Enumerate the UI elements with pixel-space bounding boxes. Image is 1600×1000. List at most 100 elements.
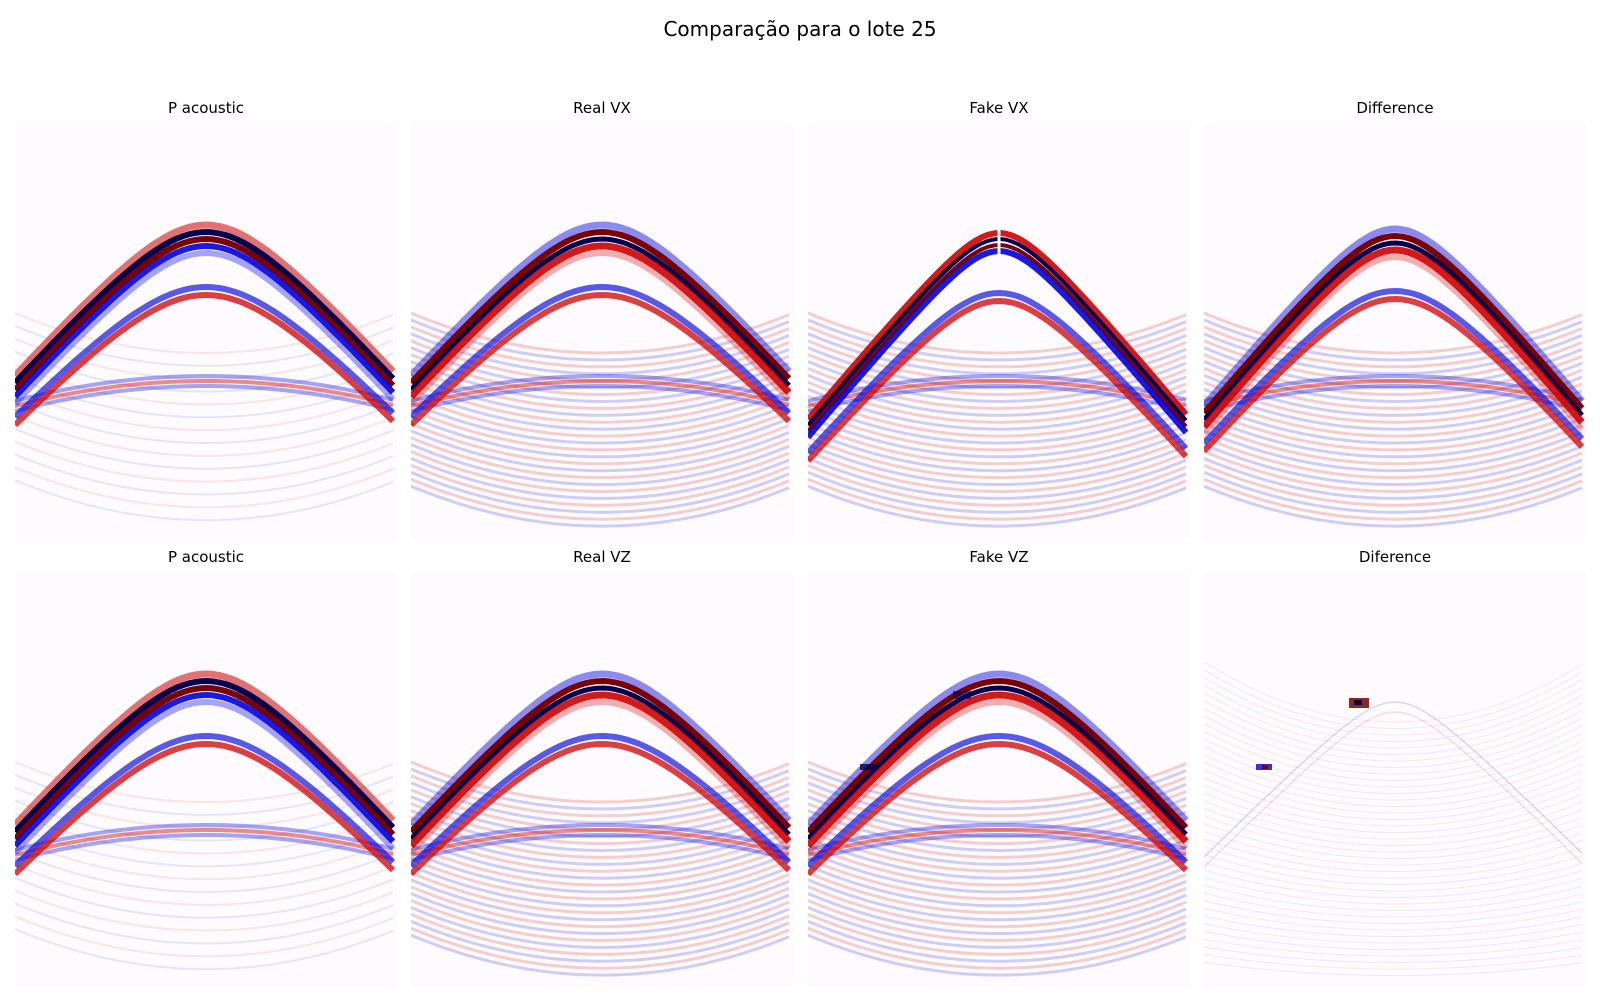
noise-line [411,429,790,473]
reflection-event [15,379,394,408]
noise-line [15,773,394,816]
noise-line [1204,692,1583,749]
noise-line [808,912,1187,956]
noise-line [1204,915,1583,937]
reflection-event [411,379,790,408]
reflection-event [15,384,394,413]
secondary-hyperbola [15,733,396,869]
noise-line [411,436,790,480]
noise-line [1204,877,1583,905]
noise-line [1204,707,1583,762]
secondary-hyperbola [15,741,396,877]
noise-line [808,311,1187,355]
seismic-image [1204,123,1586,538]
noise-line [808,809,1187,852]
secondary-hyperbola [15,284,396,420]
wavefront-band [1204,240,1584,422]
noise-line [411,829,790,873]
noise-line [808,906,1187,949]
noise-line [411,457,790,500]
wavefront-band [15,229,396,385]
noise-line [1204,436,1583,480]
wavefront-band [411,670,792,828]
noise-line [1204,661,1583,723]
noise-line [411,912,790,956]
polarity-flip [997,226,1001,256]
wavefront-band [808,230,1189,422]
noise-line [808,829,1187,873]
wavefront-band [15,250,396,406]
noise-line [411,373,790,417]
noise-line [808,436,1187,480]
noise-line [1204,470,1583,514]
noise-line [1204,861,1583,892]
noise-line [808,470,1187,514]
noise-line [411,353,790,396]
noise-line [411,477,790,521]
noise-line [1204,846,1583,879]
wavefront-band [411,229,792,385]
faint-wavefront [1204,711,1583,868]
noise-line [411,415,790,459]
noise-line [1204,807,1583,846]
panel-title: Fake VZ [969,548,1029,566]
panel-title: Real VZ [573,548,631,566]
noise-line [15,876,394,919]
noise-line [411,463,790,507]
noise-line [1204,884,1583,911]
noise-line [411,933,790,977]
noise-line [1204,815,1583,853]
noise-line [15,389,394,432]
noise-line [808,899,1187,942]
noise-line [411,878,790,922]
noise-line [411,450,790,493]
wavefront-band [15,236,396,392]
noise-line [411,470,790,514]
noise-line [15,889,394,932]
reflection-event [808,833,1187,862]
noise-line [411,401,790,445]
wavefront-band [808,243,1188,433]
panel-title: Difference [1356,99,1434,117]
noise-line [1204,429,1583,473]
noise-line [1204,792,1583,833]
noise-line [1204,387,1583,431]
noise-line [15,838,394,881]
noise-line [411,885,790,929]
noise-line [15,928,394,971]
noise-line [1204,723,1583,775]
noise-line [808,484,1187,528]
noise-line [1204,823,1583,859]
noise-line [411,774,790,818]
noise-line [15,440,394,483]
noise-line [15,863,394,906]
noise-line [1204,907,1583,931]
seismic-image [808,123,1190,538]
noise-line [15,363,394,406]
noise-line [808,457,1187,500]
reflection-event [411,374,790,403]
reflection-event [15,828,394,857]
noise-line [808,878,1187,922]
wavefront-band [808,248,1189,440]
noise-line [1204,854,1583,885]
noise-line [1204,700,1583,755]
wavefront-band [808,685,1188,841]
noise-line [808,926,1187,970]
noise-line [411,906,790,949]
noise-line [15,466,394,509]
seismic-image [808,572,1190,987]
noise-line [15,324,394,367]
noise-line [1204,422,1583,466]
wavefront-band [808,691,1189,849]
noise-line [1204,938,1583,957]
panel-background [1204,572,1586,987]
secondary-hyperbola [15,292,396,428]
noise-line [15,376,394,419]
noise-line [411,857,790,901]
noise-line [15,825,394,868]
secondary-hyperbola [808,741,1189,877]
noise-line [411,926,790,970]
noise-line [808,836,1187,880]
reflection-event [1204,379,1583,408]
